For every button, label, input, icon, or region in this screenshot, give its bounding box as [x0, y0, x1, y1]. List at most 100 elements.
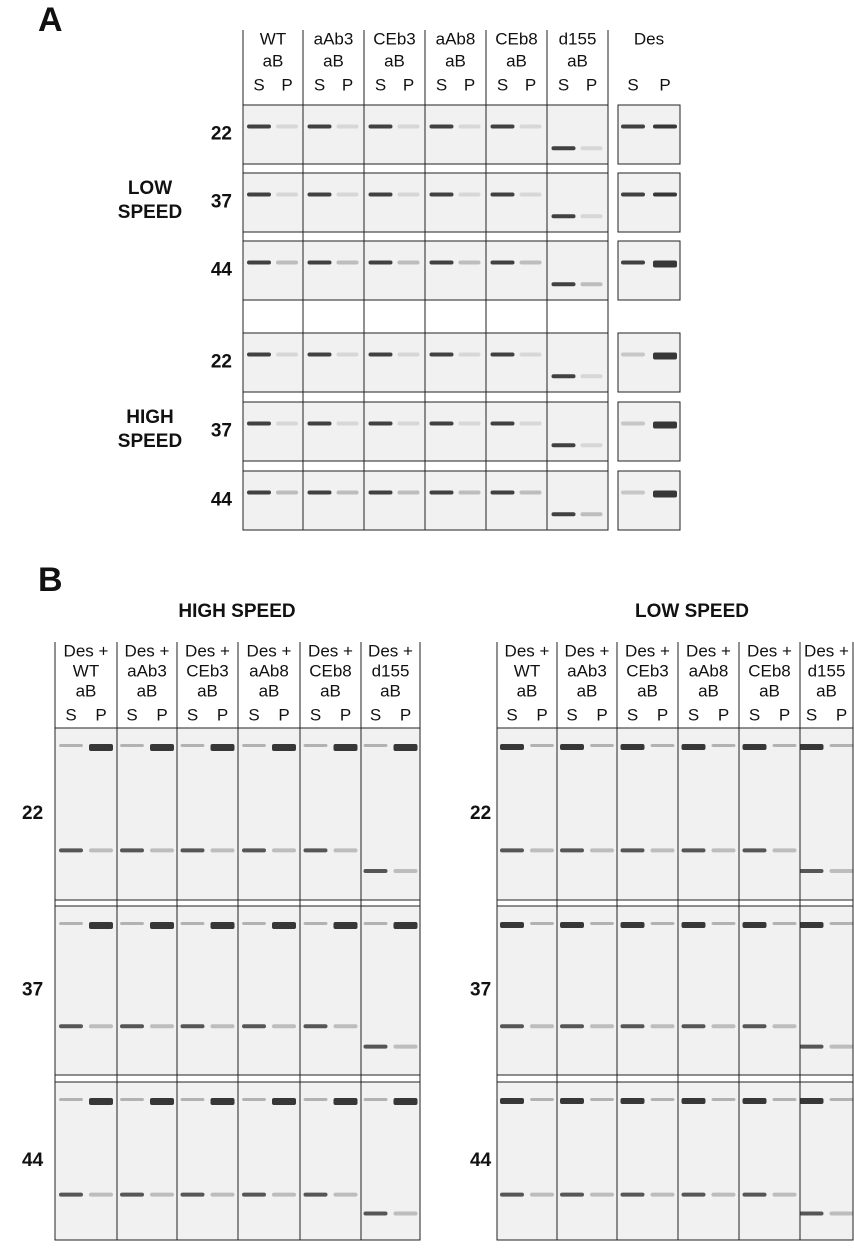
lane-label: S: [749, 705, 760, 724]
band: [394, 1045, 418, 1049]
lane-label: P: [659, 75, 670, 94]
row-label: 37: [211, 421, 232, 442]
band: [276, 260, 298, 264]
column-header: aB: [637, 681, 658, 700]
column-header: WT: [260, 29, 286, 48]
band: [304, 744, 328, 747]
band: [773, 1024, 797, 1028]
band: [560, 1098, 584, 1104]
band: [369, 421, 393, 425]
column-header: d155: [808, 661, 846, 680]
row-label: 22: [470, 803, 491, 824]
band: [491, 352, 515, 356]
band: [830, 1212, 854, 1216]
band: [242, 1193, 266, 1197]
band: [89, 848, 113, 852]
band: [590, 744, 614, 747]
band: [491, 421, 515, 425]
band: [800, 744, 824, 750]
band: [247, 260, 271, 264]
lane-label: S: [688, 705, 699, 724]
band: [120, 1024, 144, 1028]
column-header: Des +: [625, 641, 670, 660]
band: [712, 1024, 736, 1028]
band: [369, 352, 393, 356]
lane-label: S: [187, 705, 198, 724]
band: [621, 744, 645, 750]
band: [304, 1024, 328, 1028]
band: [364, 744, 388, 747]
band: [491, 490, 515, 494]
band: [520, 421, 542, 425]
band: [181, 1098, 205, 1101]
row-label: 37: [22, 980, 43, 1001]
band: [398, 421, 420, 425]
lane-label: S: [253, 75, 264, 94]
band: [334, 744, 358, 751]
band: [394, 744, 418, 751]
lane-label: P: [400, 705, 411, 724]
band: [59, 848, 83, 852]
band: [211, 848, 235, 852]
column-header: CEb3: [373, 29, 416, 48]
band: [651, 1098, 675, 1101]
band: [337, 192, 359, 196]
band: [272, 848, 296, 852]
band: [800, 1045, 824, 1049]
lane-label: P: [281, 75, 292, 94]
column-header: Des +: [686, 641, 731, 660]
band: [830, 1098, 854, 1101]
row-label: 37: [211, 192, 232, 213]
band: [520, 260, 542, 264]
column-header: Des +: [565, 641, 610, 660]
band: [743, 1098, 767, 1104]
column-header: aB: [816, 681, 837, 700]
band: [459, 352, 481, 356]
band: [830, 744, 854, 747]
band: [743, 1193, 767, 1197]
lane-label: S: [126, 705, 137, 724]
band: [581, 282, 603, 286]
column-header: aB: [197, 681, 218, 700]
column-header: aAb3: [567, 661, 607, 680]
band: [530, 922, 554, 925]
band: [682, 1098, 706, 1104]
band: [364, 1045, 388, 1049]
band: [621, 260, 645, 264]
band: [304, 1098, 328, 1101]
column-header: aB: [323, 51, 344, 70]
band: [89, 744, 113, 751]
group-label: LOW: [128, 178, 172, 199]
lane-label: S: [627, 75, 638, 94]
column-header: aB: [137, 681, 158, 700]
row-label: 22: [211, 352, 232, 373]
lane-label: S: [310, 705, 321, 724]
column-header: aB: [577, 681, 598, 700]
band: [653, 124, 677, 128]
band: [500, 744, 524, 750]
band: [89, 1024, 113, 1028]
band: [59, 1193, 83, 1197]
band: [459, 490, 481, 494]
gel: [618, 471, 680, 530]
group-label: HIGH: [126, 407, 174, 428]
lane-label: S: [558, 75, 569, 94]
band: [621, 922, 645, 928]
band: [89, 1098, 113, 1105]
band: [520, 124, 542, 128]
band: [552, 282, 576, 286]
band: [520, 490, 542, 494]
band: [211, 1193, 235, 1197]
band: [430, 124, 454, 128]
band: [581, 374, 603, 378]
band: [743, 848, 767, 852]
band: [590, 1024, 614, 1028]
band: [276, 490, 298, 494]
band: [653, 352, 677, 359]
gel-title: LOW SPEED: [635, 601, 749, 622]
row-label: 44: [470, 1150, 492, 1171]
band: [334, 1098, 358, 1105]
band: [621, 1193, 645, 1197]
band: [272, 922, 296, 929]
band: [430, 352, 454, 356]
